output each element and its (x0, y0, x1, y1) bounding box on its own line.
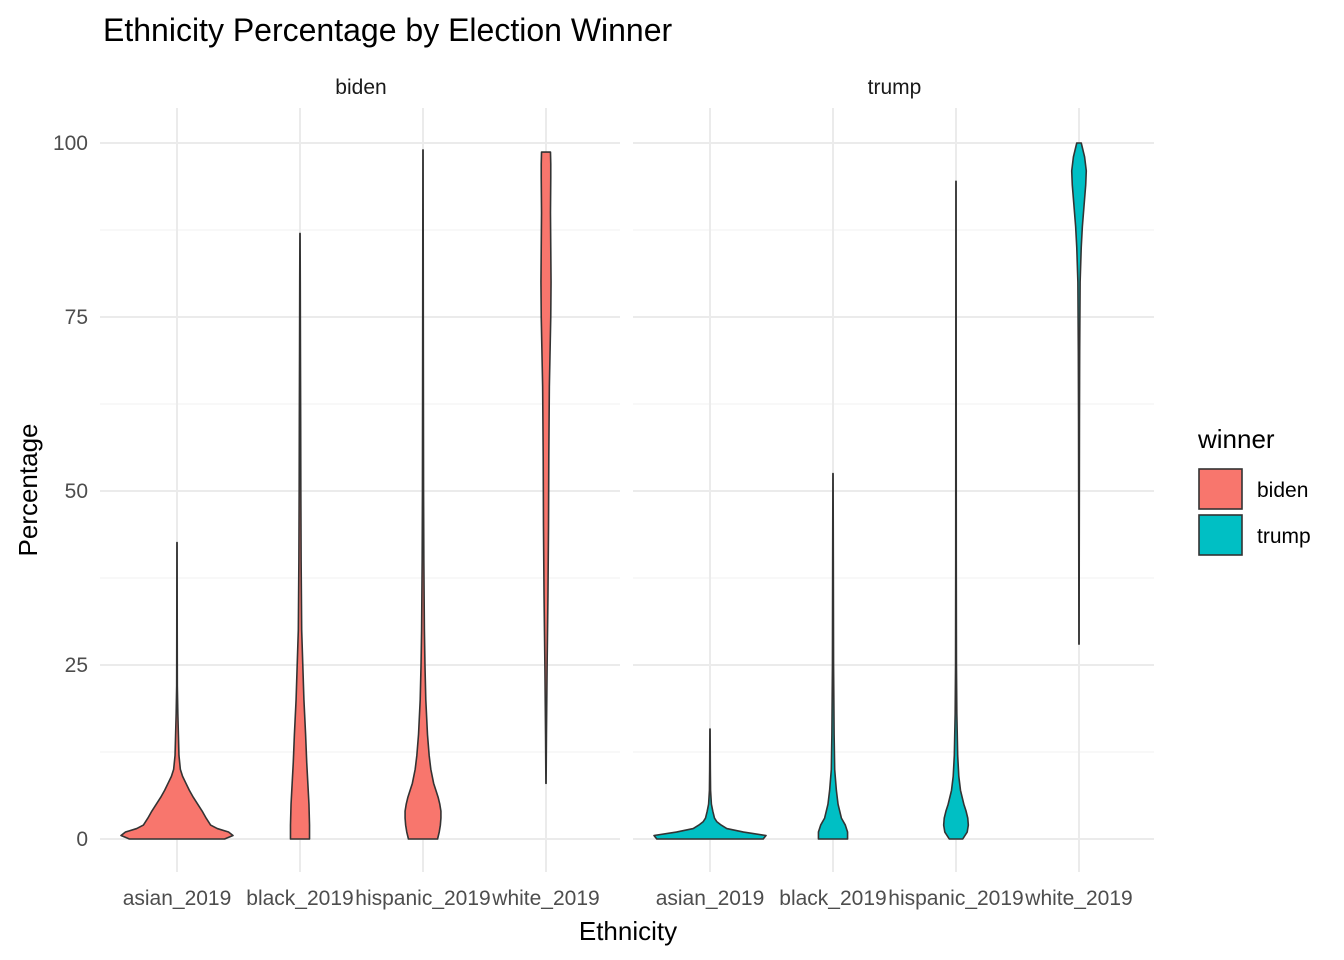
legend-key-biden (1198, 468, 1243, 510)
legend: winner biden trump (1197, 424, 1311, 556)
facet-label-biden: biden (335, 76, 386, 99)
x-tick-label: hispanic_2019 (888, 887, 1023, 910)
legend-key-trump (1198, 514, 1243, 556)
violin-biden-hispanic_2019 (404, 149, 442, 840)
x-tick-label: asian_2019 (123, 887, 232, 910)
legend-title: winner (1197, 424, 1275, 454)
x-tick-label: white_2019 (491, 887, 599, 910)
legend-label-trump: trump (1257, 525, 1311, 548)
violin-biden-asian_2019 (120, 541, 234, 840)
violin-trump-white_2019 (1070, 142, 1088, 645)
axis-tick-labels: asian_2019 black_2019 hispanic_2019 white_2… (53, 132, 1133, 910)
facet-label-trump: trump (868, 76, 922, 99)
legend-label-biden: biden (1257, 479, 1308, 502)
x-axis-title: Ethnicity (579, 916, 677, 946)
violin-layer (120, 142, 1088, 840)
x-tick-label: black_2019 (246, 887, 353, 910)
y-tick-label: 100 (53, 132, 88, 155)
y-tick-label: 50 (65, 480, 88, 503)
violin-trump-hispanic_2019 (942, 180, 970, 840)
x-tick-label: white_2019 (1024, 887, 1132, 910)
x-tick-label: asian_2019 (656, 887, 765, 910)
violin-trump-asian_2019 (653, 728, 767, 840)
violin-trump-black_2019 (817, 472, 849, 840)
chart-title: Ethnicity Percentage by Election Winner (103, 12, 673, 48)
y-tick-label: 25 (65, 654, 88, 677)
facet-strips: biden trump (335, 76, 921, 99)
y-tick-label: 0 (76, 828, 88, 851)
x-tick-label: hispanic_2019 (355, 887, 490, 910)
x-tick-label: black_2019 (779, 887, 886, 910)
gridlines (100, 108, 1154, 872)
y-axis-title: Percentage (13, 424, 43, 557)
y-tick-label: 75 (65, 306, 88, 329)
violin-biden-black_2019 (289, 232, 311, 840)
violin-biden-white_2019 (540, 151, 552, 785)
